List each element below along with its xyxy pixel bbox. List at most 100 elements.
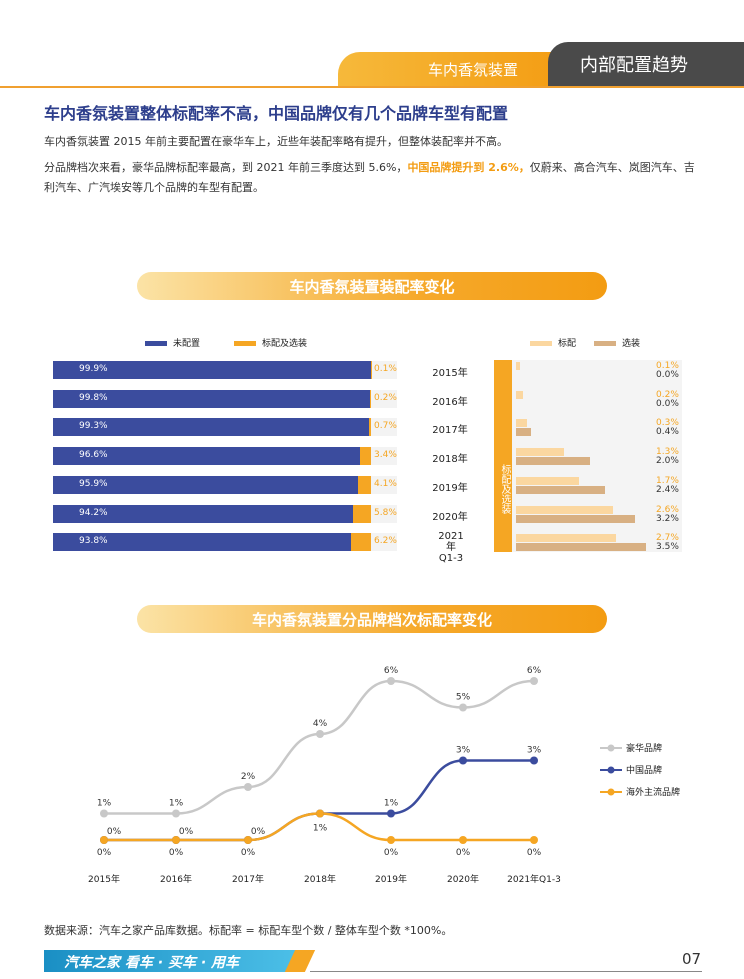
bar-configured: [370, 389, 371, 408]
data-point: [172, 809, 180, 818]
data-point: [530, 836, 538, 844]
legend-label: 未配置: [173, 339, 201, 349]
bar-pct-label: 6.2%: [374, 536, 397, 547]
data-point: [172, 836, 180, 844]
bar-optional: [516, 457, 591, 466]
bar-value-label: 94.2%: [79, 507, 108, 518]
year-label: 2021年 Q1-3: [438, 531, 464, 565]
bar-row: 94.2% 5.8%: [53, 504, 397, 523]
bar-configured: [352, 504, 371, 523]
opt-value: 2.0%: [656, 456, 679, 467]
page-title: 车内香氛装置整体标配率不高，中国品牌仅有几个品牌车型有配置: [44, 104, 509, 123]
data-point: [459, 703, 467, 712]
year-label: 2017年: [432, 425, 468, 437]
std-value: 0.3%: [656, 418, 679, 429]
bar-standard: [516, 390, 524, 399]
chart2-banner-label: 车内香氛装置分品牌档次标配率变化: [251, 611, 492, 629]
bar-value-label: 99.8%: [79, 392, 108, 403]
x-tick-label: 2018年: [304, 873, 336, 885]
legend-marker: [607, 788, 615, 796]
data-label: 3%: [527, 746, 542, 756]
header-section-label: 车内香氛装置: [428, 61, 519, 79]
chart2-banner: 车内香氛装置分品牌档次标配率变化: [137, 605, 607, 633]
legend-marker: [607, 744, 615, 752]
bar-standard: [516, 505, 613, 514]
data-point: [316, 809, 324, 818]
data-label: 2%: [241, 772, 256, 782]
data-label: 0%: [384, 848, 399, 858]
bar-optional: [516, 543, 646, 552]
legend-label: 标配及选装: [262, 339, 308, 349]
bar-standard: [516, 534, 617, 543]
data-label: 0%: [169, 848, 184, 858]
data-point: [244, 783, 252, 791]
bar-pct-label: 0.2%: [374, 392, 397, 403]
std-value: 0.2%: [656, 389, 679, 400]
bar-pct-label: 5.8%: [374, 507, 397, 518]
legend-label: 标配: [558, 339, 577, 349]
data-point: [459, 756, 467, 765]
line-chart: 1% 1% 2% 4% 6% 5% 6% 0% 0% 0% 1% 3% 3% 0% 0% 0% 1% 0% 0% 0%…: [88, 666, 680, 885]
bar-unconfigured: [53, 533, 352, 552]
bar-unconfigured: [53, 447, 361, 466]
bar-optional: [516, 428, 531, 437]
bar-pct-label: 0.1%: [374, 364, 397, 374]
paragraph-2: 分品牌档次来看，豪华品牌标配率最高，到 2021 年前三季度达到 5.6%，中国…: [44, 158, 704, 198]
legend-marker: [607, 766, 615, 774]
data-label: 1%: [97, 799, 112, 809]
data-point: [530, 756, 538, 765]
opt-value: 0.0%: [656, 398, 679, 409]
opt-value: 0.0%: [656, 370, 679, 380]
bar-row: 99.3% 0.7%: [53, 418, 397, 437]
legend-label: 选装: [622, 339, 641, 349]
year-label: 2016年: [432, 396, 468, 408]
opt-value: 2.4%: [656, 484, 679, 495]
x-tick-label: 2021年Q1-3: [507, 873, 561, 885]
bar-row: 95.9% 4.1%: [53, 475, 397, 494]
data-label: 0%: [107, 827, 122, 837]
legend-label: 豪华品牌: [626, 742, 662, 754]
legend-optional: 选装: [594, 336, 640, 349]
data-label: 0%: [527, 848, 542, 858]
year-label: 2020年: [432, 511, 468, 523]
paragraph-2-b: 仅蔚来、高合汽车、岚图汽车、吉利汽车、广汽埃安等几个品牌的车型有配置。: [44, 161, 695, 194]
legend-standard: 标配: [530, 336, 576, 349]
data-label: 1%: [384, 799, 399, 809]
bar-value-label: 99.9%: [79, 364, 108, 374]
data-point: [530, 677, 538, 685]
legend-swatch-light: [530, 341, 552, 346]
data-label: 3%: [456, 746, 471, 756]
bar-configured: [368, 418, 371, 437]
data-point: [387, 836, 395, 844]
data-point: [459, 836, 467, 844]
legend-swatch-blue: [145, 341, 167, 346]
std-value: 0.1%: [656, 361, 679, 371]
std-value: 2.6%: [656, 504, 679, 515]
std-value: 2.7%: [656, 533, 679, 544]
x-tick-label: 2017年: [232, 873, 264, 885]
bar-value-label: 93.8%: [79, 536, 108, 547]
footer-divider: [310, 971, 702, 972]
year-label: 2015年: [432, 368, 468, 379]
year-label: 2019年: [432, 482, 468, 494]
bar-pct-label: 3.4%: [374, 450, 397, 461]
side-label: 标配及选装: [494, 360, 512, 552]
year-label: 2018年: [432, 454, 468, 466]
legend-configured: 标配及选装: [234, 336, 307, 349]
bar-row: 96.6% 3.4%: [53, 447, 397, 466]
data-label: 0%: [241, 848, 256, 858]
bar-unconfigured: [53, 504, 353, 523]
header-category-tab: 内部配置趋势: [548, 42, 744, 86]
paragraph-1: 车内香氛装置 2015 年前主要配置在豪华车上，近些年装配率略有提升，但整体装配…: [44, 135, 508, 148]
legend-label: 中国品牌: [626, 764, 662, 776]
data-point: [100, 836, 108, 844]
data-point: [244, 836, 252, 844]
bar-standard: [516, 419, 528, 428]
data-label: 1%: [313, 824, 328, 834]
legend-swatch-tan: [594, 341, 616, 346]
std-value: 1.7%: [656, 475, 679, 486]
bar-standard: [516, 362, 520, 370]
bar-optional: [516, 485, 606, 494]
data-label: 0%: [97, 848, 112, 858]
data-point: [387, 677, 395, 685]
